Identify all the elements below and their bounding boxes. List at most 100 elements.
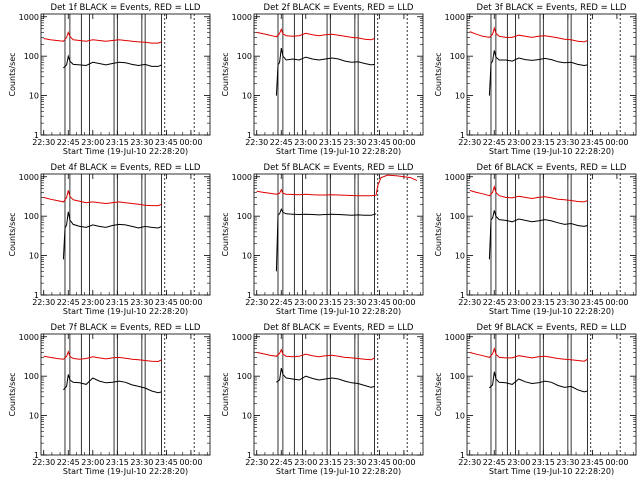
y-tick-label: 1 bbox=[34, 291, 39, 300]
series-line-events bbox=[488, 50, 588, 96]
panel-det-3: 1 10 100 1000 22:30 22:45 23:00 23:15 23:30 23:45… bbox=[434, 3, 637, 156]
series-line-events bbox=[275, 48, 375, 96]
x-tick-label: 23:00 bbox=[294, 138, 317, 147]
x-tick-label: 23:30 bbox=[556, 298, 579, 307]
x-tick-label: 22:45 bbox=[483, 138, 506, 147]
y-tick-label: 100 bbox=[24, 52, 39, 61]
y-tick-label: 1 bbox=[34, 451, 39, 460]
x-tick-label: 23:45 bbox=[155, 458, 178, 467]
series-line-events bbox=[63, 374, 162, 394]
y-tick-label: 10 bbox=[29, 252, 39, 261]
y-axis-label: Counts/sec bbox=[8, 212, 17, 256]
x-tick-label: 22:45 bbox=[270, 458, 293, 467]
x-tick-label: 23:30 bbox=[130, 138, 153, 147]
y-tick-label: 100 bbox=[450, 52, 465, 61]
y-tick-label: 1 bbox=[247, 451, 252, 460]
y-tick-label: 100 bbox=[450, 372, 465, 381]
x-tick-label: 23:45 bbox=[368, 138, 391, 147]
y-tick-label: 100 bbox=[450, 212, 465, 221]
x-tick-label: 23:30 bbox=[343, 298, 366, 307]
y-tick-label: 1000 bbox=[445, 13, 465, 22]
series-line-events bbox=[488, 210, 588, 260]
panel-det-9: 1 10 100 1000 22:30 22:45 23:00 23:15 23:30 23:45… bbox=[434, 323, 637, 476]
x-tick-label: 23:15 bbox=[532, 458, 555, 467]
y-tick-label: 100 bbox=[237, 372, 252, 381]
x-tick-label: 00:00 bbox=[179, 298, 202, 307]
x-tick-label: 23:15 bbox=[106, 138, 129, 147]
series-line-lld bbox=[469, 184, 588, 203]
y-tick-label: 1000 bbox=[445, 333, 465, 342]
y-tick-label: 10 bbox=[242, 252, 252, 261]
x-tick-label: 23:30 bbox=[130, 458, 153, 467]
panel-title: Det 9f BLACK = Events, RED = LLD bbox=[477, 323, 627, 333]
y-axis-label: Counts/sec bbox=[8, 52, 17, 96]
series-line-lld bbox=[43, 350, 162, 363]
x-tick-label: 23:00 bbox=[81, 298, 104, 307]
y-axis-label: Counts/sec bbox=[221, 212, 230, 256]
y-tick-label: 100 bbox=[237, 52, 252, 61]
x-tick-label: 23:15 bbox=[319, 138, 342, 147]
y-axis-label: Counts/sec bbox=[434, 372, 443, 416]
x-tick-label: 22:30 bbox=[458, 298, 481, 307]
y-tick-label: 1000 bbox=[232, 333, 252, 342]
series-line-lld bbox=[469, 346, 588, 362]
series-line-events bbox=[275, 207, 377, 272]
panel-title: Det 2f BLACK = Events, RED = LLD bbox=[264, 3, 414, 13]
x-tick-label: 22:45 bbox=[57, 458, 80, 467]
x-axis-label: Start Time (19-Jul-10 22:28:20) bbox=[63, 307, 188, 316]
y-tick-label: 1000 bbox=[445, 173, 465, 182]
x-tick-label: 22:30 bbox=[458, 458, 481, 467]
x-tick-label: 23:15 bbox=[319, 458, 342, 467]
y-tick-label: 1000 bbox=[19, 173, 39, 182]
x-tick-label: 00:00 bbox=[392, 458, 415, 467]
x-tick-label: 22:30 bbox=[32, 458, 55, 467]
y-tick-label: 10 bbox=[455, 412, 465, 421]
x-tick-label: 22:45 bbox=[270, 138, 293, 147]
series-line-lld bbox=[256, 174, 418, 197]
y-tick-label: 10 bbox=[242, 412, 252, 421]
series-line-lld bbox=[469, 26, 588, 43]
series-line-lld bbox=[256, 348, 375, 361]
y-tick-label: 10 bbox=[29, 92, 39, 101]
y-tick-label: 1 bbox=[247, 131, 252, 140]
x-tick-label: 00:00 bbox=[392, 298, 415, 307]
series-line-lld bbox=[43, 190, 162, 207]
x-tick-label: 23:15 bbox=[106, 458, 129, 467]
y-tick-label: 1 bbox=[460, 131, 465, 140]
panel-title: Det 5f BLACK = Events, RED = LLD bbox=[264, 163, 414, 173]
x-tick-label: 23:45 bbox=[368, 458, 391, 467]
x-axis-label: Start Time (19-Jul-10 22:28:20) bbox=[63, 467, 188, 476]
x-tick-label: 23:15 bbox=[532, 298, 555, 307]
panel-title: Det 4f BLACK = Events, RED = LLD bbox=[51, 163, 201, 173]
x-tick-label: 23:30 bbox=[343, 138, 366, 147]
x-axis-label: Start Time (19-Jul-10 22:28:20) bbox=[489, 307, 614, 316]
panel-det-6: 1 10 100 1000 22:30 22:45 23:00 23:15 23:30 23:45… bbox=[434, 163, 637, 316]
x-tick-label: 23:15 bbox=[106, 298, 129, 307]
x-tick-label: 00:00 bbox=[605, 138, 628, 147]
y-tick-label: 1 bbox=[34, 131, 39, 140]
y-tick-label: 1000 bbox=[232, 13, 252, 22]
panel-det-2: 1 10 100 1000 22:30 22:45 23:00 23:15 23:30 23:45… bbox=[221, 3, 424, 156]
panel-title: Det 8f BLACK = Events, RED = LLD bbox=[264, 323, 414, 333]
x-tick-label: 23:00 bbox=[294, 298, 317, 307]
x-tick-label: 23:15 bbox=[532, 138, 555, 147]
x-tick-label: 22:45 bbox=[270, 298, 293, 307]
series-line-lld bbox=[43, 30, 162, 44]
x-tick-label: 22:45 bbox=[57, 138, 80, 147]
x-tick-label: 23:30 bbox=[556, 458, 579, 467]
x-tick-label: 23:00 bbox=[81, 458, 104, 467]
y-tick-label: 1 bbox=[460, 291, 465, 300]
series-line-events bbox=[276, 367, 375, 388]
y-tick-label: 1 bbox=[460, 451, 465, 460]
x-tick-label: 23:15 bbox=[319, 298, 342, 307]
panel-title: Det 7f BLACK = Events, RED = LLD bbox=[51, 323, 201, 333]
series-line-events bbox=[62, 211, 162, 260]
y-tick-label: 100 bbox=[24, 212, 39, 221]
x-tick-label: 00:00 bbox=[179, 138, 202, 147]
x-tick-label: 22:30 bbox=[245, 298, 268, 307]
x-axis-label: Start Time (19-Jul-10 22:28:20) bbox=[489, 467, 614, 476]
x-tick-label: 22:45 bbox=[483, 298, 506, 307]
x-tick-label: 23:00 bbox=[507, 298, 530, 307]
series-line-events bbox=[63, 54, 162, 69]
